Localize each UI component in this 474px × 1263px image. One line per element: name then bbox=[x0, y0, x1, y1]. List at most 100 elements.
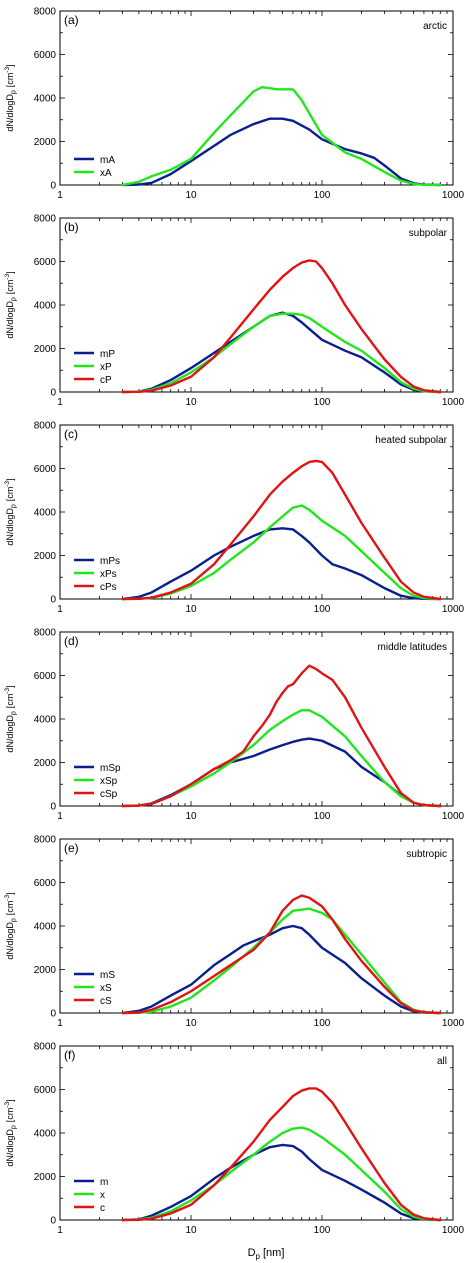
y-axis-label-subscript: p bbox=[11, 1125, 18, 1129]
y-tick-label: 2000 bbox=[34, 1172, 57, 1183]
legend-label: x bbox=[100, 1190, 105, 1201]
x-tick-label: 1 bbox=[57, 604, 63, 615]
series-line-xS bbox=[121, 907, 442, 1015]
y-tick-label: 6000 bbox=[34, 1085, 57, 1096]
y-axis-label-close: ] bbox=[5, 478, 15, 481]
x-tick-label: 100 bbox=[314, 397, 331, 408]
y-axis-label-close: ] bbox=[5, 685, 15, 688]
chart-panel: 1 10 100 1000 0 2000 4000 6000 8000 dN/dlogDp [cm-… bbox=[4, 1042, 465, 1237]
y-axis-label-unit: [cm bbox=[5, 73, 15, 88]
y-tick-label: 4000 bbox=[34, 94, 57, 105]
panel-title: heated subpolar bbox=[375, 435, 447, 446]
series-line-cSp bbox=[121, 664, 442, 808]
panel-label: (f) bbox=[64, 1048, 75, 1062]
legend-label: xP bbox=[100, 362, 112, 373]
series-line-c bbox=[121, 1087, 442, 1222]
x-tick-label: 100 bbox=[314, 190, 331, 201]
y-tick-label: 8000 bbox=[34, 628, 57, 639]
plot-frame bbox=[59, 838, 454, 1014]
y-tick-label: 6000 bbox=[34, 878, 57, 889]
y-tick-label: 0 bbox=[50, 802, 56, 813]
x-tick-label: 100 bbox=[314, 811, 331, 822]
y-tick-label: 2000 bbox=[34, 758, 57, 769]
series-line-mS bbox=[121, 924, 442, 1015]
x-tick-label: 10 bbox=[185, 604, 197, 615]
y-axis-title: dN/dlogDp [cm-3] bbox=[4, 271, 18, 338]
panel-title: subpolar bbox=[409, 228, 448, 239]
legend-label: mS bbox=[100, 970, 115, 981]
series-line-xP bbox=[121, 312, 442, 394]
y-axis-label-exponent: -3 bbox=[4, 895, 11, 901]
y-axis-label-exponent: -3 bbox=[4, 67, 11, 73]
y-axis-label: dN/dlogD bbox=[5, 1129, 15, 1167]
x-axis-label-subscript: p bbox=[256, 1252, 261, 1261]
x-tick-label: 100 bbox=[314, 1225, 331, 1236]
legend-label: mPs bbox=[100, 556, 120, 567]
y-axis-label-subscript: p bbox=[11, 918, 18, 922]
legend-label: cP bbox=[100, 375, 112, 386]
y-tick-label: 4000 bbox=[34, 715, 57, 726]
series-line-xA bbox=[121, 85, 442, 187]
chart-panel: 1 10 100 1000 0 2000 4000 6000 8000 dN/dlogDp [cm-… bbox=[4, 835, 465, 1030]
legend-label: cPs bbox=[100, 582, 117, 593]
legend-label: cS bbox=[100, 996, 112, 1007]
y-axis-label-unit: [cm bbox=[5, 901, 15, 916]
series-line-x bbox=[121, 1126, 442, 1222]
y-tick-label: 0 bbox=[50, 388, 56, 399]
panel-title: middle latitudes bbox=[378, 642, 447, 653]
y-tick-label: 8000 bbox=[34, 214, 57, 225]
series-line-m bbox=[121, 1143, 442, 1222]
legend: mxc bbox=[74, 1177, 108, 1214]
y-axis-label-exponent: -3 bbox=[4, 274, 11, 280]
y-axis-label: dN/dlogD bbox=[5, 715, 15, 753]
y-axis-label-close: ] bbox=[5, 1099, 15, 1102]
y-axis-label-unit: [cm bbox=[5, 1108, 15, 1123]
y-axis-title: dN/dlogDp [cm-3] bbox=[4, 1099, 18, 1166]
x-tick-label: 1 bbox=[57, 811, 63, 822]
legend-label: cSp bbox=[100, 789, 118, 800]
y-tick-label: 8000 bbox=[34, 835, 57, 846]
legend-label: mP bbox=[100, 349, 115, 360]
chart-panel: 1 10 100 1000 0 2000 4000 6000 8000 dN/dlogDp [cm-… bbox=[4, 214, 465, 409]
x-tick-label: 10 bbox=[185, 811, 197, 822]
panel-label: (e) bbox=[64, 841, 79, 855]
y-axis-label-unit: [cm bbox=[5, 694, 15, 709]
y-axis-label: dN/dlogD bbox=[5, 922, 15, 960]
series-line-cPs bbox=[121, 459, 442, 601]
series-line-mPs bbox=[121, 527, 442, 601]
panel-label: (d) bbox=[64, 634, 79, 648]
chart-panel: 1 10 100 1000 0 2000 4000 6000 8000 dN/dlogDp [cm-… bbox=[4, 421, 465, 616]
x-tick-label: 1 bbox=[57, 1018, 63, 1029]
x-tick-label: 10 bbox=[185, 1018, 197, 1029]
y-tick-label: 4000 bbox=[34, 508, 57, 519]
y-axis-label-exponent: -3 bbox=[4, 1102, 11, 1108]
series-line-mP bbox=[121, 311, 442, 394]
y-tick-label: 0 bbox=[50, 1009, 56, 1020]
y-tick-label: 8000 bbox=[34, 421, 57, 432]
x-tick-label: 10 bbox=[185, 190, 197, 201]
legend-label: c bbox=[100, 1203, 105, 1214]
y-tick-label: 2000 bbox=[34, 551, 57, 562]
panel-title: subtropic bbox=[406, 849, 447, 860]
legend-label: xA bbox=[100, 168, 112, 179]
y-axis-label-subscript: p bbox=[11, 297, 18, 301]
x-tick-label: 1000 bbox=[442, 1225, 465, 1236]
y-tick-label: 4000 bbox=[34, 922, 57, 933]
panel-label: (a) bbox=[64, 13, 79, 27]
x-tick-label: 10 bbox=[185, 397, 197, 408]
y-axis-label: dN/dlogD bbox=[5, 508, 15, 546]
y-axis-label-unit: [cm bbox=[5, 280, 15, 295]
panel-title: arctic bbox=[423, 21, 447, 32]
y-axis-label-unit: [cm bbox=[5, 487, 15, 502]
x-tick-label: 100 bbox=[314, 1018, 331, 1029]
x-tick-label: 10 bbox=[185, 1225, 197, 1236]
y-tick-label: 6000 bbox=[34, 464, 57, 475]
y-tick-label: 0 bbox=[50, 1216, 56, 1227]
x-tick-label: 1 bbox=[57, 1225, 63, 1236]
x-tick-label: 1000 bbox=[442, 190, 465, 201]
panel-label: (c) bbox=[64, 427, 78, 441]
y-axis-label-close: ] bbox=[5, 892, 15, 895]
legend-label: m bbox=[100, 1177, 108, 1188]
y-axis-label: dN/dlogD bbox=[5, 301, 15, 339]
